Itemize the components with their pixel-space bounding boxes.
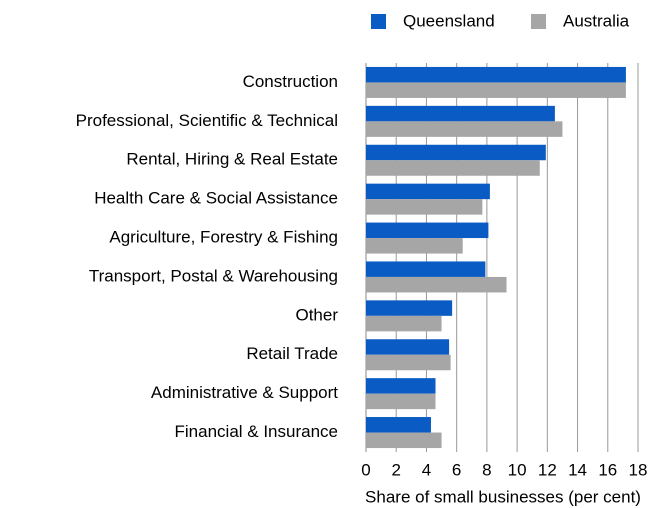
bar	[366, 417, 431, 433]
x-tick-label: 2	[391, 460, 400, 479]
x-tick-label: 0	[361, 460, 370, 479]
legend-swatch	[371, 14, 386, 29]
bar	[366, 378, 436, 394]
x-tick-label: 12	[538, 460, 557, 479]
legend-swatch	[531, 14, 546, 29]
bar	[366, 276, 507, 293]
bar	[366, 144, 546, 161]
y-tick-label: Agriculture, Forestry & Fishing	[109, 228, 338, 247]
bar	[366, 222, 489, 239]
y-tick-label: Transport, Postal & Warehousing	[89, 266, 338, 285]
bar	[366, 82, 626, 98]
bar	[366, 393, 436, 410]
y-tick-label: Administrative & Support	[151, 383, 338, 402]
bar	[366, 199, 483, 215]
y-tick-label: Health Care & Social Assistance	[94, 189, 338, 208]
legend-label: Australia	[563, 11, 630, 30]
y-tick-label: Financial & Insurance	[175, 422, 338, 441]
bar	[366, 105, 555, 122]
x-tick-label: 16	[598, 460, 617, 479]
bar	[366, 354, 451, 371]
y-tick-label: Other	[295, 305, 338, 324]
bar	[366, 121, 563, 137]
bar	[366, 160, 540, 176]
x-tick-label: 8	[482, 460, 491, 479]
y-tick-label: Retail Trade	[246, 344, 338, 363]
bar	[366, 238, 463, 254]
x-tick-label: 14	[568, 460, 587, 479]
x-axis-label: Share of small businesses (per cent)	[365, 487, 641, 506]
x-tick-label: 18	[629, 460, 648, 479]
x-tick-label: 10	[508, 460, 527, 479]
bar	[366, 261, 486, 277]
bar	[366, 315, 442, 332]
bar	[366, 339, 450, 355]
bar	[366, 432, 442, 449]
y-tick-label: Professional, Scientific & Technical	[76, 111, 338, 130]
x-tick-label: 6	[452, 460, 461, 479]
bar	[366, 300, 453, 316]
bar	[366, 66, 626, 83]
bar	[366, 183, 490, 200]
x-tick-label: 4	[422, 460, 431, 479]
y-tick-label: Construction	[243, 72, 338, 91]
y-tick-label: Rental, Hiring & Real Estate	[126, 150, 338, 169]
legend-label: Queensland	[403, 11, 495, 30]
